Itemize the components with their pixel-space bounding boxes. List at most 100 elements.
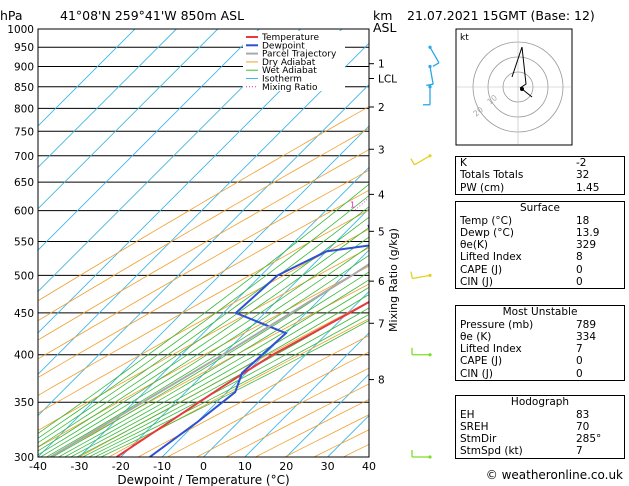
wet-adiabat xyxy=(70,286,369,457)
hodograph-trace xyxy=(511,46,527,89)
hodograph-index-label: SREH xyxy=(460,420,489,433)
km-tick-label: LCL xyxy=(378,74,397,86)
wind-barb-base xyxy=(428,85,432,89)
hodograph-index-value: 7 xyxy=(576,445,583,458)
series-dewpoint xyxy=(149,224,369,457)
temperature-tick-label: -20 xyxy=(112,460,130,473)
general-index-value: -2 xyxy=(576,157,587,169)
km-tick-label: 6 xyxy=(378,276,385,288)
general-index-value: 32 xyxy=(576,169,590,182)
hodograph-index-label: EH xyxy=(460,408,475,421)
isotherm xyxy=(38,83,369,417)
x-axis-title: Dewpoint / Temperature (°C) xyxy=(117,473,289,486)
mixing-ratio-label: 6 xyxy=(442,201,447,210)
legend-entry: Wet Adiabat xyxy=(262,66,317,76)
pressure-tick-label: 900 xyxy=(14,61,34,73)
unstable-index-label: Lifted Index xyxy=(460,343,522,356)
km-tick-label: 8 xyxy=(378,375,385,387)
hodograph-storm-motion xyxy=(521,88,533,98)
dry-adiabat xyxy=(38,228,369,414)
most-unstable-table: Most Unstable Pressure (mb) 789 θe (K) 334 L… xyxy=(455,305,625,381)
surface-index-row: CIN (J) 0 xyxy=(456,276,624,288)
mixing-ratio-label: 2 xyxy=(383,201,388,210)
unstable-index-label: CAPE (J) xyxy=(460,355,503,368)
unstable-index-label: CIN (J) xyxy=(460,367,493,380)
wet-adiabat xyxy=(38,236,369,456)
pressure-tick-label: 550 xyxy=(14,237,34,249)
surface-index-value: 0 xyxy=(576,275,583,288)
km-tick-label: 7 xyxy=(378,318,385,330)
hodograph-index-row: StmDir 285° xyxy=(456,433,624,445)
pressure-tick-label: 700 xyxy=(14,151,34,163)
km-tick-label: 2 xyxy=(378,102,385,114)
surface-index-row: Lifted Index 8 xyxy=(456,251,624,263)
wet-adiabat xyxy=(46,254,369,457)
wind-barb xyxy=(412,274,431,280)
plot-frame xyxy=(37,28,370,458)
wind-barb-base xyxy=(428,455,432,459)
legend-entry: Dry Adiabat xyxy=(262,58,316,68)
pressure-tick-label: 300 xyxy=(14,452,34,464)
wet-adiabat xyxy=(76,294,369,457)
wind-barb xyxy=(429,46,440,64)
isotherm xyxy=(38,29,219,210)
unstable-index-value: 334 xyxy=(576,330,597,343)
surface-index-label: CAPE (J) xyxy=(460,263,503,276)
km-tick-label: 1 xyxy=(378,59,385,71)
unstable-index-label: θe (K) xyxy=(460,330,492,343)
wet-adiabat xyxy=(52,263,369,457)
dry-adiabat xyxy=(50,283,369,457)
isotherm xyxy=(203,290,369,457)
wet-adiabat xyxy=(58,271,369,457)
pressure-tick-label: 750 xyxy=(14,126,34,138)
dry-adiabat xyxy=(38,265,369,448)
temperature-tick-label: -10 xyxy=(153,460,171,473)
km-unit-label: km xyxy=(373,8,393,23)
dry-adiabat xyxy=(38,149,369,341)
indices-table: K -2 Totals Totals 32 PW (cm) 1.45 xyxy=(455,156,625,195)
hodograph-unit-label: kt xyxy=(460,33,469,43)
surface-table: Surface Temp (°C) 18 Dewp (°C) 13.9 θe(K) 329… xyxy=(455,201,625,290)
km-tick-label: 5 xyxy=(378,226,385,238)
wet-adiabat xyxy=(38,216,369,448)
unstable-index-row: CAPE (J) 0 xyxy=(456,355,624,367)
unstable-index-value: 0 xyxy=(576,355,583,368)
mixing-ratio-label: 4 xyxy=(419,201,424,210)
dry-adiabat xyxy=(138,335,369,457)
wet-adiabat xyxy=(38,195,369,439)
general-index-row: K -2 xyxy=(456,157,624,169)
temperature-tick-label: 30 xyxy=(321,460,335,473)
surface-index-value: 18 xyxy=(576,214,590,227)
hodograph-index-value: 83 xyxy=(576,408,590,421)
unstable-index-value: 789 xyxy=(576,318,597,331)
isotherm xyxy=(285,373,369,457)
isotherm xyxy=(79,166,369,457)
wind-barb-flag xyxy=(410,158,415,166)
surface-index-label: θe(K) xyxy=(460,239,488,252)
wind-barb-base xyxy=(428,45,432,49)
dry-adiabat xyxy=(79,301,369,457)
surface-index-label: Dewp (°C) xyxy=(460,226,514,239)
surface-index-value: 13.9 xyxy=(576,226,600,239)
pressure-tick-label: 950 xyxy=(14,42,34,54)
unstable-index-row: Lifted Index 7 xyxy=(456,343,624,355)
wind-barb-base xyxy=(428,273,432,278)
legend-entry: Dewpoint xyxy=(262,41,305,51)
legend-entry: Isotherm xyxy=(262,75,302,85)
unstable-index-label: Pressure (mb) xyxy=(460,318,534,331)
isotherm xyxy=(38,42,369,375)
surface-index-row: Temp (°C) 18 xyxy=(456,215,624,227)
pressure-tick-label: 400 xyxy=(14,350,34,362)
pressure-tick-label: 1000 xyxy=(7,24,34,36)
hodograph-table: Hodograph EH 83 SREH 70 StmDir 285° StmSpd (kt… xyxy=(455,395,625,459)
isotherm xyxy=(38,29,343,334)
wind-barb-base xyxy=(428,353,432,357)
wind-barb-flag xyxy=(426,83,434,87)
series-parcel-trajectory xyxy=(49,262,369,457)
temperature-tick-label: 0 xyxy=(200,460,207,473)
general-index-row: PW (cm) 1.45 xyxy=(456,182,624,194)
wind-barb-flag xyxy=(410,271,413,279)
hodograph-index-row: EH 83 xyxy=(456,409,624,421)
